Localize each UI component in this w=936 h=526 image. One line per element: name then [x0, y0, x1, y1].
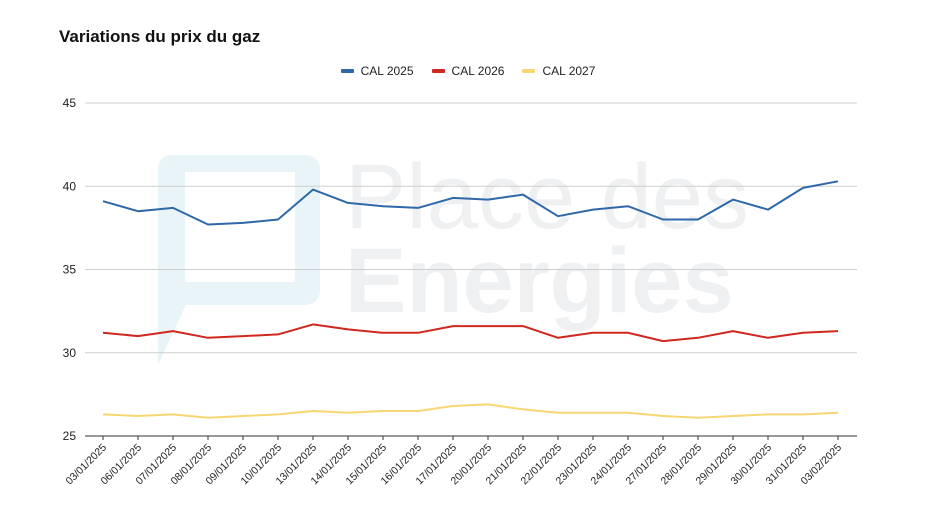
- data-point[interactable]: [801, 185, 806, 190]
- data-point[interactable]: [591, 330, 596, 335]
- data-point[interactable]: [206, 335, 211, 340]
- x-axis: 03/01/202506/01/202507/01/202508/01/2025…: [63, 436, 844, 487]
- data-point[interactable]: [766, 412, 771, 417]
- watermark-logo-inner-icon: [185, 172, 295, 282]
- data-point[interactable]: [801, 330, 806, 335]
- watermark-line-1: Place des: [345, 146, 749, 248]
- legend-label: CAL 2027: [542, 64, 596, 78]
- y-tick-label: 45: [63, 96, 77, 110]
- data-point[interactable]: [626, 330, 631, 335]
- data-point[interactable]: [626, 410, 631, 415]
- data-point[interactable]: [451, 404, 456, 409]
- data-point[interactable]: [101, 412, 106, 417]
- chart-legend: CAL 2025 CAL 2026 CAL 2027: [0, 64, 936, 78]
- data-point[interactable]: [766, 335, 771, 340]
- data-point[interactable]: [661, 339, 666, 344]
- data-point[interactable]: [801, 412, 806, 417]
- data-point[interactable]: [486, 402, 491, 407]
- series-group: [101, 179, 841, 420]
- data-point[interactable]: [451, 324, 456, 329]
- legend-swatch: [431, 69, 445, 73]
- data-point[interactable]: [416, 409, 421, 414]
- data-point[interactable]: [346, 327, 351, 332]
- legend-item-cal-2025[interactable]: CAL 2025: [340, 64, 414, 78]
- data-point[interactable]: [171, 412, 176, 417]
- legend-swatch: [340, 69, 354, 73]
- data-point[interactable]: [521, 407, 526, 412]
- data-point[interactable]: [556, 335, 561, 340]
- data-point[interactable]: [696, 415, 701, 420]
- data-point[interactable]: [626, 204, 631, 209]
- y-tick-label: 40: [63, 179, 77, 193]
- data-point[interactable]: [241, 334, 246, 339]
- data-point[interactable]: [171, 329, 176, 334]
- y-tick-label: 30: [63, 346, 77, 360]
- data-point[interactable]: [206, 415, 211, 420]
- legend-label: CAL 2026: [451, 64, 505, 78]
- data-point[interactable]: [311, 187, 316, 192]
- data-point[interactable]: [731, 329, 736, 334]
- data-point[interactable]: [556, 410, 561, 415]
- data-point[interactable]: [521, 324, 526, 329]
- series-line-cal-2025[interactable]: [102, 180, 839, 226]
- data-point[interactable]: [521, 192, 526, 197]
- data-point[interactable]: [556, 214, 561, 219]
- data-point[interactable]: [136, 334, 141, 339]
- data-point[interactable]: [171, 205, 176, 210]
- data-point[interactable]: [311, 409, 316, 414]
- data-point[interactable]: [241, 414, 246, 419]
- legend-item-cal-2027[interactable]: CAL 2027: [522, 64, 595, 78]
- data-point[interactable]: [486, 324, 491, 329]
- gridlines: [85, 102, 857, 437]
- watermark: Place des Energies: [157, 146, 749, 365]
- data-point[interactable]: [381, 330, 386, 335]
- data-point[interactable]: [276, 412, 281, 417]
- series-line-cal-2026[interactable]: [102, 323, 839, 343]
- data-point[interactable]: [276, 332, 281, 337]
- data-point[interactable]: [661, 414, 666, 419]
- data-point[interactable]: [416, 205, 421, 210]
- data-point[interactable]: [591, 410, 596, 415]
- data-point[interactable]: [836, 179, 841, 184]
- data-point[interactable]: [311, 322, 316, 327]
- data-point[interactable]: [451, 195, 456, 200]
- data-point[interactable]: [276, 217, 281, 222]
- data-point[interactable]: [486, 197, 491, 202]
- data-point[interactable]: [766, 207, 771, 212]
- data-point[interactable]: [101, 199, 106, 204]
- data-point[interactable]: [731, 197, 736, 202]
- data-point[interactable]: [346, 410, 351, 415]
- data-point[interactable]: [346, 200, 351, 205]
- data-point[interactable]: [661, 217, 666, 222]
- data-point[interactable]: [416, 330, 421, 335]
- watermark-line-2: Energies: [345, 230, 734, 332]
- data-point[interactable]: [591, 207, 596, 212]
- y-tick-label: 25: [63, 429, 77, 443]
- data-point[interactable]: [731, 414, 736, 419]
- data-point[interactable]: [206, 222, 211, 227]
- legend-label: CAL 2025: [360, 64, 414, 78]
- legend-swatch: [522, 69, 536, 73]
- data-point[interactable]: [696, 335, 701, 340]
- y-axis: 25 30 35 40 45: [63, 96, 77, 443]
- data-point[interactable]: [836, 410, 841, 415]
- data-point[interactable]: [136, 414, 141, 419]
- data-point[interactable]: [836, 329, 841, 334]
- data-point[interactable]: [381, 409, 386, 414]
- data-point[interactable]: [381, 204, 386, 209]
- data-point[interactable]: [101, 330, 106, 335]
- data-point[interactable]: [696, 217, 701, 222]
- chart-title: Variations du prix du gaz: [59, 27, 261, 46]
- y-tick-label: 35: [63, 263, 77, 277]
- series-line-cal-2027[interactable]: [102, 403, 839, 419]
- data-point[interactable]: [241, 220, 246, 225]
- data-point[interactable]: [136, 209, 141, 214]
- legend-item-cal-2026[interactable]: CAL 2026: [431, 64, 505, 78]
